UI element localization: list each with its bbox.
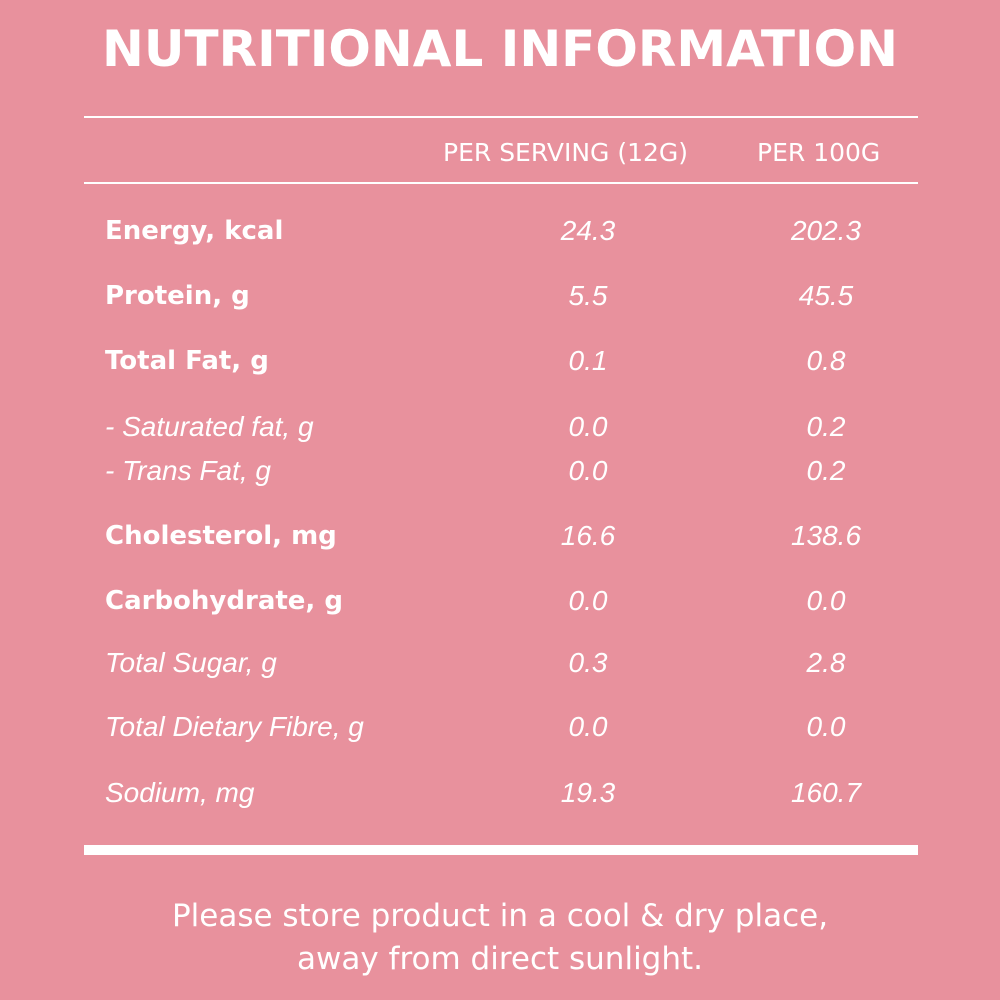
- column-header-per-serving: PER SERVING (12G): [443, 138, 689, 167]
- header-divider: [84, 182, 918, 184]
- storage-note-line-1: Please store product in a cool & dry pla…: [171, 898, 829, 934]
- storage-note-line-2: away from direct sunlight.: [296, 941, 704, 977]
- value-per-serving: 0.0: [568, 711, 608, 742]
- row-label: Energy, kcal: [105, 216, 284, 246]
- table-row-saturated-fat: - Saturated fat, g 0.0 0.2: [0, 407, 1000, 447]
- table-row-cholesterol: Cholesterol, mg 16.6 138.6: [0, 516, 1000, 556]
- value-per-100g: 45.5: [798, 280, 854, 311]
- value-per-serving: 0.0: [568, 455, 608, 486]
- row-label: Sodium, mg: [105, 777, 255, 808]
- value-per-serving: 5.5: [568, 280, 608, 311]
- value-per-100g: 2.8: [806, 647, 846, 678]
- value-per-100g: 0.0: [806, 711, 846, 742]
- row-label: Total Sugar, g: [105, 647, 277, 678]
- value-per-serving: 24.3: [560, 215, 616, 246]
- value-per-100g: 202.3: [790, 215, 862, 246]
- row-label: - Saturated fat, g: [105, 411, 314, 442]
- row-label: Carbohydrate, g: [105, 586, 343, 616]
- value-per-serving: 19.3: [560, 777, 616, 808]
- table-row-total-sugar: Total Sugar, g 0.3 2.8: [0, 643, 1000, 683]
- table-row-total-fat: Total Fat, g 0.1 0.8: [0, 341, 1000, 381]
- value-per-serving: 0.0: [568, 585, 608, 616]
- bottom-divider: [84, 845, 918, 855]
- table-row-protein: Protein, g 5.5 45.5: [0, 276, 1000, 316]
- table-row-sodium: Sodium, mg 19.3 160.7: [0, 773, 1000, 813]
- value-per-100g: 0.8: [806, 345, 846, 376]
- table-row-carbohydrate: Carbohydrate, g 0.0 0.0: [0, 581, 1000, 621]
- value-per-100g: 0.0: [806, 585, 846, 616]
- row-label: Protein, g: [105, 281, 250, 311]
- table-row-trans-fat: - Trans Fat, g 0.0 0.2: [0, 451, 1000, 491]
- value-per-serving: 0.0: [568, 411, 608, 442]
- row-label: Total Fat, g: [105, 346, 269, 376]
- row-label: - Trans Fat, g: [105, 455, 271, 486]
- row-label: Cholesterol, mg: [105, 521, 337, 551]
- table-row-energy: Energy, kcal 24.3 202.3: [0, 211, 1000, 251]
- table-row-dietary-fibre: Total Dietary Fibre, g 0.0 0.0: [0, 707, 1000, 747]
- value-per-100g: 0.2: [806, 411, 846, 442]
- value-per-100g: 160.7: [790, 777, 862, 808]
- value-per-serving: 0.3: [568, 647, 608, 678]
- storage-note: Please store product in a cool & dry pla…: [0, 895, 1000, 981]
- column-header-per-100g: PER 100G: [757, 138, 881, 167]
- page-title: NUTRITIONAL INFORMATION: [102, 20, 898, 78]
- value-per-100g: 0.2: [806, 455, 846, 486]
- value-per-100g: 138.6: [790, 520, 862, 551]
- value-per-serving: 16.6: [560, 520, 616, 551]
- top-divider: [84, 116, 918, 118]
- row-label: Total Dietary Fibre, g: [105, 711, 364, 742]
- value-per-serving: 0.1: [568, 345, 608, 376]
